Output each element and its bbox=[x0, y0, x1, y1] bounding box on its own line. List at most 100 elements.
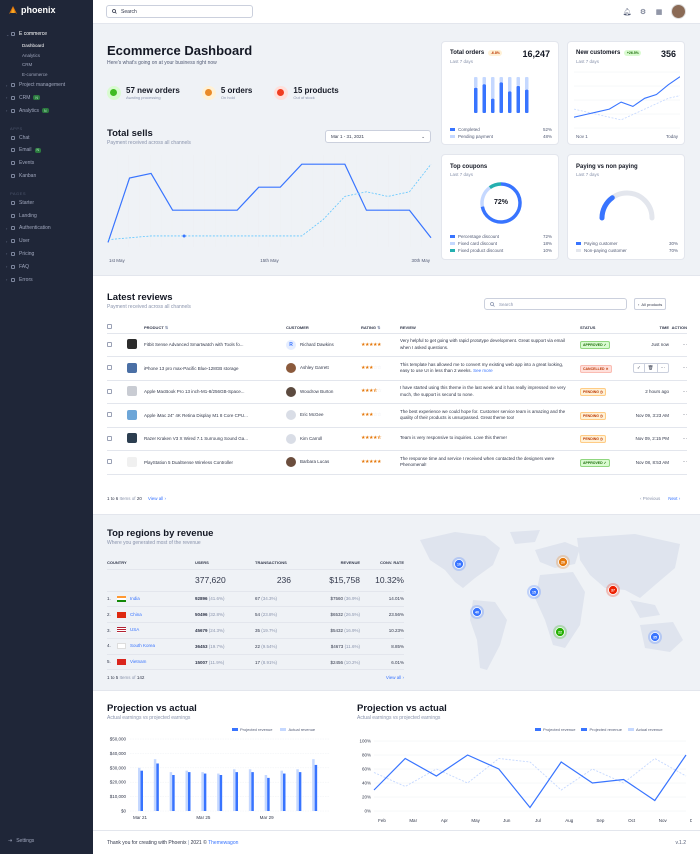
x-tick-label: Jun bbox=[503, 818, 511, 823]
product-name[interactable]: Razer Kraken V3 X Wired 7.1 Surroung Sou… bbox=[144, 436, 249, 442]
customer-name[interactable]: Eric McGee bbox=[300, 412, 324, 418]
country-link[interactable]: Vietnam bbox=[130, 659, 147, 665]
col-revenue[interactable]: REVENUE bbox=[305, 556, 360, 570]
reviews-view-all-link[interactable]: View all › bbox=[147, 496, 167, 501]
next-page-button[interactable]: Next › bbox=[668, 496, 681, 501]
col-rating[interactable]: RATING ⇅ bbox=[361, 322, 400, 334]
bell-icon[interactable]: 🔔︎ bbox=[622, 8, 632, 16]
sidebar-item-events[interactable]: Events bbox=[0, 157, 93, 170]
sidebar-subitem-dashboard[interactable]: Dashboard bbox=[22, 43, 45, 49]
sidebar-item-pricing[interactable]: › Pricing bbox=[0, 248, 93, 261]
trash-icon[interactable]: 🗑︎ bbox=[645, 364, 658, 373]
region-row[interactable]: 4. South Korea 36453 (19.7%) 22 (9.54%) $467… bbox=[107, 638, 404, 655]
sidebar-item-project-management[interactable]: › Project management bbox=[0, 79, 93, 92]
product-name[interactable]: Apple MacBook Pro 13 inch-M1-8/256GB-Spa… bbox=[144, 389, 245, 395]
map-marker[interactable]: 22 bbox=[553, 625, 567, 639]
sidebar-item-chat[interactable]: Chat bbox=[0, 131, 93, 144]
more-actions-icon[interactable]: ⋯ bbox=[682, 341, 688, 347]
regions-view-all-link[interactable]: View all › bbox=[385, 675, 404, 680]
more-actions-icon[interactable]: ⋯ bbox=[682, 459, 688, 465]
customer-name[interactable]: Richard Dawkins bbox=[300, 341, 334, 347]
more-actions-icon[interactable]: ⋯ bbox=[682, 435, 688, 441]
col-time[interactable]: TIME bbox=[625, 322, 669, 334]
row-checkbox[interactable] bbox=[107, 435, 112, 441]
sidebar-subitem-e-commerce[interactable]: E-commerce bbox=[22, 71, 48, 77]
map-marker[interactable]: 20 bbox=[556, 555, 570, 569]
review-row[interactable]: iPhone 13 pro max-Pacific Blue-128GB sto… bbox=[107, 356, 688, 381]
row-checkbox[interactable] bbox=[107, 341, 112, 347]
sidebar-subitem-analytics[interactable]: Analytics bbox=[22, 52, 41, 58]
product-name[interactable]: Fitbit Sense Advanced Smartwatch with To… bbox=[144, 342, 244, 348]
product-name[interactable]: PlayStation 5 DualSense Wireless Control… bbox=[144, 459, 234, 465]
sidebar-item-authentication[interactable]: › Authentication bbox=[0, 222, 93, 235]
row-checkbox[interactable] bbox=[107, 388, 112, 394]
global-search-input[interactable]: Search bbox=[106, 5, 253, 18]
product-name[interactable]: iPhone 13 pro max-Pacific Blue-128GB sto… bbox=[144, 365, 239, 371]
region-row[interactable]: 2. China 50496 (32.8%) 54 (23.8%) $6532 (26.… bbox=[107, 606, 404, 624]
customer-name[interactable]: Kim Carroll bbox=[300, 435, 323, 441]
map-marker[interactable]: 15 bbox=[527, 585, 541, 599]
themewagon-link[interactable]: Themewagon bbox=[208, 840, 239, 846]
products-filter-button[interactable]: ‹ All products bbox=[634, 298, 667, 310]
customer-name[interactable]: Woodrow Burton bbox=[300, 388, 334, 394]
review-row[interactable]: Apple iMac 24" 4K Retina Display M1 8 Co… bbox=[107, 403, 688, 428]
prev-page-button[interactable]: ‹ Previous bbox=[640, 496, 661, 501]
map-marker[interactable]: 35 bbox=[648, 630, 662, 644]
country-link[interactable]: South Korea bbox=[130, 643, 156, 649]
x-tick-label: Mar bbox=[409, 818, 417, 823]
col-customer[interactable]: CUSTOMER bbox=[286, 322, 361, 334]
see-more-link[interactable]: See more bbox=[473, 368, 493, 374]
sidebar-item-faq[interactable]: › FAQ bbox=[0, 260, 93, 273]
review-row[interactable]: Fitbit Sense Advanced Smartwatch with To… bbox=[107, 333, 687, 357]
product-name[interactable]: Apple iMac 24" 4K Retina Display M1 8 Co… bbox=[144, 412, 248, 418]
total-revenue: $15,758 bbox=[305, 569, 360, 592]
brand-logo[interactable]: phoenix bbox=[8, 5, 56, 15]
customer-name[interactable]: Ashley Garrett bbox=[300, 365, 329, 371]
review-row[interactable]: Apple MacBook Pro 13 inch-M1-8/256GB-Spa… bbox=[107, 380, 687, 404]
date-range-select[interactable]: Mar 1 - 31, 2021 ⌄ bbox=[325, 130, 431, 143]
sidebar-item-errors[interactable]: › Errors bbox=[0, 273, 93, 286]
check-icon[interactable]: ✓ bbox=[634, 364, 645, 373]
sidebar-subitem-crm[interactable]: CRM bbox=[22, 62, 33, 68]
select-all-checkbox[interactable] bbox=[107, 324, 112, 330]
sidebar-item-kanban[interactable]: Kanban bbox=[0, 170, 93, 183]
map-marker[interactable]: 10 bbox=[452, 557, 466, 571]
sidebar-item-landing[interactable]: Landing bbox=[0, 209, 93, 222]
row-checkbox[interactable] bbox=[107, 412, 112, 418]
col-product[interactable]: PRODUCT ⇅ bbox=[144, 322, 286, 334]
region-row[interactable]: 3. USA 45679 (24.3%) 35 (19.7%) $5432 (16.9%… bbox=[107, 622, 404, 639]
row-checkbox[interactable] bbox=[107, 365, 112, 371]
settings-link[interactable]: ⇥ Settings bbox=[8, 838, 34, 844]
customer-name[interactable]: Barbara Lucas bbox=[300, 459, 330, 465]
col-transactions[interactable]: TRANSACTIONS bbox=[255, 556, 305, 570]
sidebar-item-analytics[interactable]: › Analytics N bbox=[0, 104, 93, 117]
country-link[interactable]: India bbox=[130, 596, 140, 602]
region-row[interactable]: 5. Vietnam 15007 (11.9%) 17 (8.91%) $2456 (1… bbox=[107, 654, 404, 671]
sidebar-item-email[interactable]: Email N bbox=[0, 144, 93, 157]
country-link[interactable]: China bbox=[130, 611, 142, 617]
review-row[interactable]: Razer Kraken V3 X Wired 7.1 Surroung Sou… bbox=[107, 427, 687, 451]
review-row[interactable]: PlayStation 5 DualSense Wireless Control… bbox=[107, 450, 688, 475]
user-avatar[interactable] bbox=[671, 4, 686, 19]
region-row[interactable]: 1. India 92896 (41.6%) 67 (34.3%) $7560 (36.… bbox=[107, 591, 404, 608]
more-actions-icon[interactable]: ⋯ bbox=[682, 365, 688, 371]
more-icon[interactable]: ⋯ bbox=[660, 365, 666, 371]
country-link[interactable]: USA bbox=[130, 627, 140, 633]
apps-grid-icon[interactable]: ▦ bbox=[655, 8, 663, 16]
sidebar-item-user[interactable]: › User bbox=[0, 235, 93, 248]
sidebar-item-e-commerce[interactable]: ⌄ E commerce bbox=[0, 28, 93, 41]
sidebar-item-starter[interactable]: Starter bbox=[0, 196, 93, 209]
col-review[interactable]: REVIEW bbox=[400, 322, 580, 334]
col-country[interactable]: COUNTRY bbox=[107, 556, 195, 570]
col-users[interactable]: USERS bbox=[195, 556, 255, 570]
sidebar-item-crm[interactable]: › CRM N bbox=[0, 92, 93, 105]
col-conv[interactable]: CONV. RATE bbox=[360, 556, 404, 570]
more-actions-icon[interactable]: ⋯ bbox=[682, 412, 688, 418]
map-marker[interactable]: 40 bbox=[470, 605, 484, 619]
more-actions-icon[interactable]: ⋯ bbox=[682, 388, 688, 394]
gear-icon[interactable]: ⚙ bbox=[639, 8, 647, 16]
row-checkbox[interactable] bbox=[107, 459, 112, 465]
col-status[interactable]: STATUS bbox=[580, 322, 625, 334]
reviews-search-input[interactable]: Search bbox=[484, 298, 627, 310]
map-marker[interactable]: 37 bbox=[606, 583, 620, 597]
